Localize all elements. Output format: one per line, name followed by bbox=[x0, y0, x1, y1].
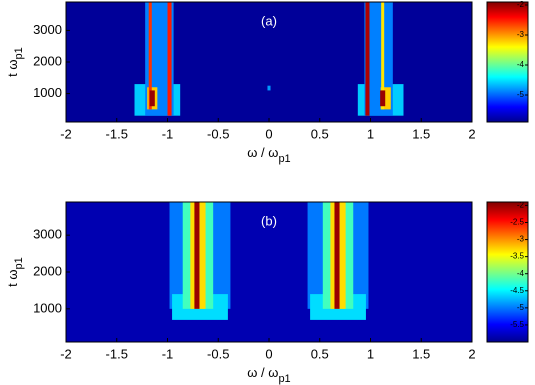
x-tick-label: -1.5 bbox=[106, 126, 128, 141]
x-axis-label: ω / ωp1 bbox=[247, 365, 290, 384]
colorbar-tick-label: -4 bbox=[517, 60, 525, 69]
heatmap-cell bbox=[334, 202, 340, 309]
heatmap-cell bbox=[365, 2, 370, 116]
x-tick-label: -2 bbox=[60, 346, 72, 361]
heatmap-cell bbox=[167, 2, 172, 116]
colorbar-tick-label: -5.5 bbox=[510, 320, 524, 329]
heatmap-cell bbox=[194, 202, 200, 309]
colorbar bbox=[486, 1, 529, 123]
colorbar bbox=[486, 201, 529, 343]
x-axis-label-main: ω / ω bbox=[247, 145, 278, 160]
colorbar-tick-label: -4.5 bbox=[510, 286, 524, 295]
y-tick-label: 2000 bbox=[33, 53, 62, 68]
x-tick-label: 2 bbox=[468, 126, 475, 141]
x-axis-label: ω / ωp1 bbox=[247, 145, 290, 164]
x-axis-label-main: ω / ω bbox=[247, 365, 278, 380]
x-tick-label: -0.5 bbox=[207, 126, 229, 141]
x-tick-label: -0.5 bbox=[207, 346, 229, 361]
colorbar-tick-label: -3 bbox=[517, 30, 525, 39]
y-tick-label: 1000 bbox=[33, 85, 62, 100]
x-tick-label: -1 bbox=[162, 126, 174, 141]
panel-annotation: (b) bbox=[261, 213, 277, 228]
x-axis-label-sub: p1 bbox=[278, 153, 290, 165]
panel-annotation: (a) bbox=[261, 13, 277, 28]
x-tick-label: 1.5 bbox=[412, 126, 430, 141]
x-tick-label: 2 bbox=[468, 346, 475, 361]
heatmap-cell bbox=[149, 90, 155, 107]
x-tick-label: 1 bbox=[367, 346, 374, 361]
heatmap-cell bbox=[148, 2, 152, 110]
x-tick-label: 0 bbox=[265, 126, 272, 141]
y-axis-label: t ωp1 bbox=[5, 47, 24, 77]
heatmap-cell bbox=[381, 2, 385, 110]
y-axis-label-sub: p1 bbox=[13, 257, 25, 269]
heatmap-cell bbox=[380, 90, 386, 107]
y-tick-label: 1000 bbox=[33, 300, 62, 315]
x-tick-label: -2 bbox=[60, 126, 72, 141]
colorbar-tick-label: -3 bbox=[517, 235, 525, 244]
x-tick-label: -1.5 bbox=[106, 346, 128, 361]
x-tick-label: -1 bbox=[162, 346, 174, 361]
colorbar-tick-label: -2.5 bbox=[510, 218, 524, 227]
colorbar-tick-label: -5 bbox=[517, 303, 525, 312]
colorbar-tick-label: -2 bbox=[517, 201, 525, 210]
x-tick-label: 1 bbox=[367, 126, 374, 141]
x-tick-label: 0.5 bbox=[311, 346, 329, 361]
y-tick-label: 2000 bbox=[33, 263, 62, 278]
colorbar-tick-label: -5 bbox=[517, 90, 525, 99]
heatmap-cell bbox=[267, 85, 271, 91]
y-axis-label-main: t ω bbox=[5, 269, 20, 286]
y-tick-label: 3000 bbox=[33, 22, 62, 37]
colorbar-tick-label: -3.5 bbox=[510, 252, 524, 261]
heatmap-cell bbox=[380, 87, 391, 110]
y-tick-label: 3000 bbox=[33, 227, 62, 242]
x-tick-label: 0.5 bbox=[311, 126, 329, 141]
y-axis-label-main: t ω bbox=[5, 59, 20, 76]
heatmap-background bbox=[66, 2, 472, 122]
x-tick-label: 0 bbox=[265, 346, 272, 361]
colorbar-tick-label: -4 bbox=[517, 269, 525, 278]
x-tick-label: 1.5 bbox=[412, 346, 430, 361]
y-axis-label: t ωp1 bbox=[5, 257, 24, 287]
x-axis-label-sub: p1 bbox=[278, 373, 290, 385]
heatmap-background bbox=[66, 202, 472, 342]
y-axis-label-sub: p1 bbox=[13, 47, 25, 59]
colorbar-tick-label: -2 bbox=[517, 0, 525, 9]
